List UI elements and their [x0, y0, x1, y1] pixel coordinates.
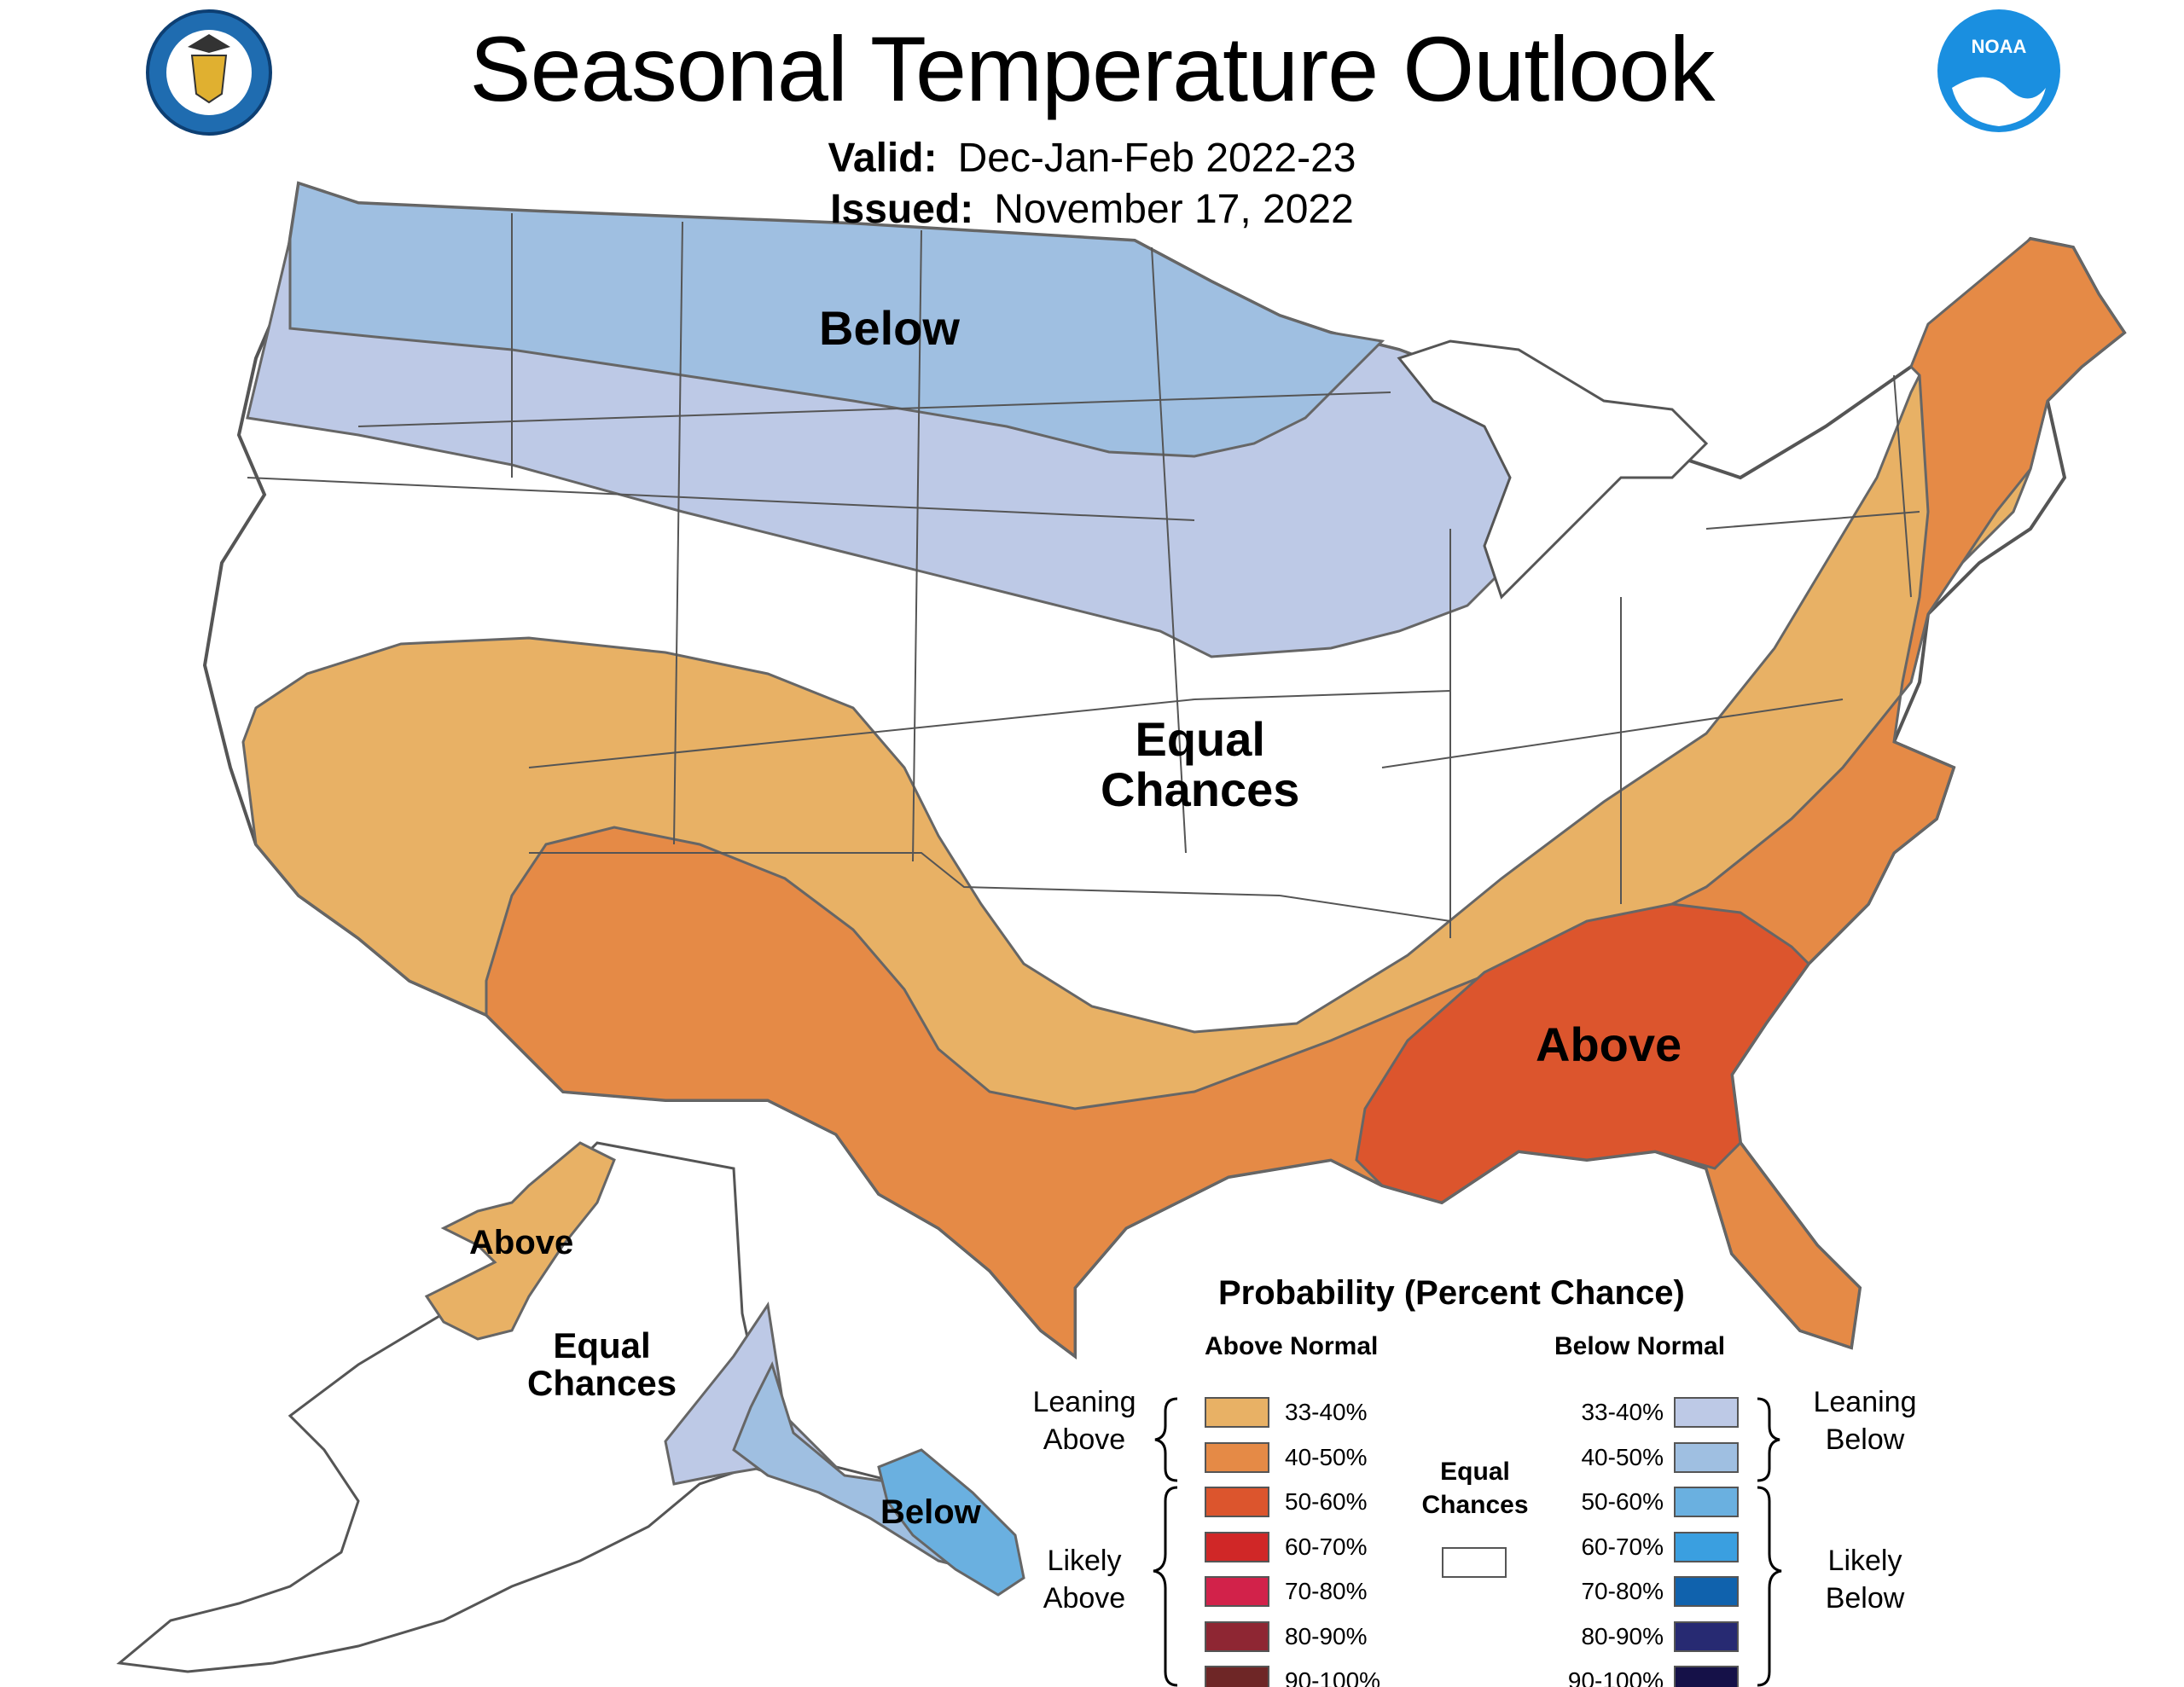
legend-below-label: 90-100%	[1567, 1667, 1664, 1687]
alaska-below-50-60	[877, 1448, 1025, 1597]
noaa-logo-icon: NOAA	[1935, 7, 2063, 135]
label-alaska-above: Above	[469, 1224, 574, 1261]
legend-above-swatch	[1205, 1487, 1269, 1517]
legend-equal-chances: Equal Chances	[1403, 1455, 1548, 1522]
legend-below-label: 50-60%	[1581, 1488, 1664, 1515]
legend-equal-line2: Chances	[1421, 1491, 1529, 1519]
legend-likely-above: Likely Above	[1020, 1542, 1148, 1617]
legend-title: Probability (Percent Chance)	[1218, 1274, 1685, 1312]
legend-below-label: 60-70%	[1581, 1533, 1664, 1560]
legend-likely-above-line1: Likely	[1047, 1545, 1122, 1577]
legend-leaning-below-line1: Leaning	[1813, 1386, 1917, 1418]
legend-above-header: Above Normal	[1205, 1332, 1379, 1360]
legend-above-swatch	[1205, 1620, 1269, 1652]
legend-above-label: 33-40%	[1285, 1399, 1368, 1425]
legend-braces	[1153, 1397, 1782, 1687]
label-conus-below: Below	[819, 301, 960, 355]
noaa-logo-text: NOAA	[1971, 36, 2027, 57]
legend-likely-below-line1: Likely	[1827, 1545, 1902, 1577]
legend-above-label: 60-70%	[1285, 1533, 1368, 1560]
legend-above-label: 70-80%	[1285, 1578, 1368, 1604]
legend-likely-below: Likely Below	[1797, 1542, 1933, 1617]
legend-above-swatch	[1205, 1576, 1269, 1607]
alaska-above-33-40	[424, 1141, 616, 1341]
legend-likely-below-line2: Below	[1825, 1582, 1905, 1615]
department-of-commerce-seal-icon	[145, 9, 273, 136]
valid-line: Valid: Dec-Jan-Feb 2022-23	[0, 135, 2184, 182]
legend-below-header: Below Normal	[1554, 1332, 1726, 1360]
legend-equal-swatch	[1442, 1547, 1507, 1578]
legend-leaning-below: Leaning Below	[1797, 1383, 1933, 1458]
legend-above-label: 80-90%	[1285, 1622, 1368, 1649]
label-alaska-equal: Equal Chances	[527, 1325, 677, 1404]
region-below-40-50	[288, 182, 1385, 458]
legend-below-swatch	[1674, 1666, 1739, 1687]
legend-leaning-below-line2: Below	[1825, 1423, 1905, 1457]
legend-below-label: 33-40%	[1581, 1399, 1664, 1425]
state-lines	[247, 213, 1920, 938]
legend-below-swatch	[1674, 1531, 1739, 1562]
label-conus-equal-line2: Chances	[1101, 762, 1300, 816]
legend-leaning-above-line1: Leaning	[1032, 1386, 1136, 1418]
label-conus-equal-line1: Equal	[1135, 712, 1265, 766]
legend-above-swatch	[1205, 1666, 1269, 1687]
legend-above-label: 40-50%	[1285, 1443, 1368, 1470]
legend-below-swatch	[1674, 1487, 1739, 1517]
legend-above-label: 90-100%	[1285, 1667, 1381, 1687]
label-conus-above: Above	[1536, 1017, 1682, 1071]
legend-above-swatch	[1205, 1397, 1269, 1428]
legend-equal-line1: Equal	[1440, 1458, 1510, 1486]
page-title: Seasonal Temperature Outlook	[469, 17, 1716, 120]
legend-above-swatch	[1205, 1531, 1269, 1562]
legend-leaning-above: Leaning Above	[1020, 1383, 1148, 1458]
label-alaska-below: Below	[880, 1493, 981, 1531]
label-alaska-equal-line2: Chances	[527, 1363, 677, 1404]
legend-below-label: 40-50%	[1581, 1443, 1664, 1470]
issued-value: November 17, 2022	[994, 187, 1354, 232]
legend-below-swatch	[1674, 1576, 1739, 1607]
great-lakes	[1397, 339, 1709, 600]
legend-below-swatch	[1674, 1441, 1739, 1473]
legend-below-label: 70-80%	[1581, 1578, 1664, 1604]
legend-below-label: 80-90%	[1581, 1622, 1664, 1649]
region-above-50-60	[1355, 902, 1810, 1204]
issued-line: Issued: November 17, 2022	[0, 186, 2184, 233]
valid-value: Dec-Jan-Feb 2022-23	[957, 136, 1356, 181]
issued-label: Issued:	[830, 187, 974, 232]
legend-above-label: 50-60%	[1285, 1488, 1368, 1515]
legend-likely-above-line2: Above	[1043, 1582, 1126, 1615]
legend-leaning-above-line2: Above	[1043, 1423, 1126, 1457]
legend-below-swatch	[1674, 1620, 1739, 1652]
label-alaska-equal-line1: Equal	[553, 1325, 651, 1365]
legend-below-swatch	[1674, 1397, 1739, 1428]
legend-above-swatch	[1205, 1441, 1269, 1473]
valid-label: Valid:	[828, 136, 938, 181]
label-conus-equal: Equal Chances	[1101, 712, 1300, 816]
